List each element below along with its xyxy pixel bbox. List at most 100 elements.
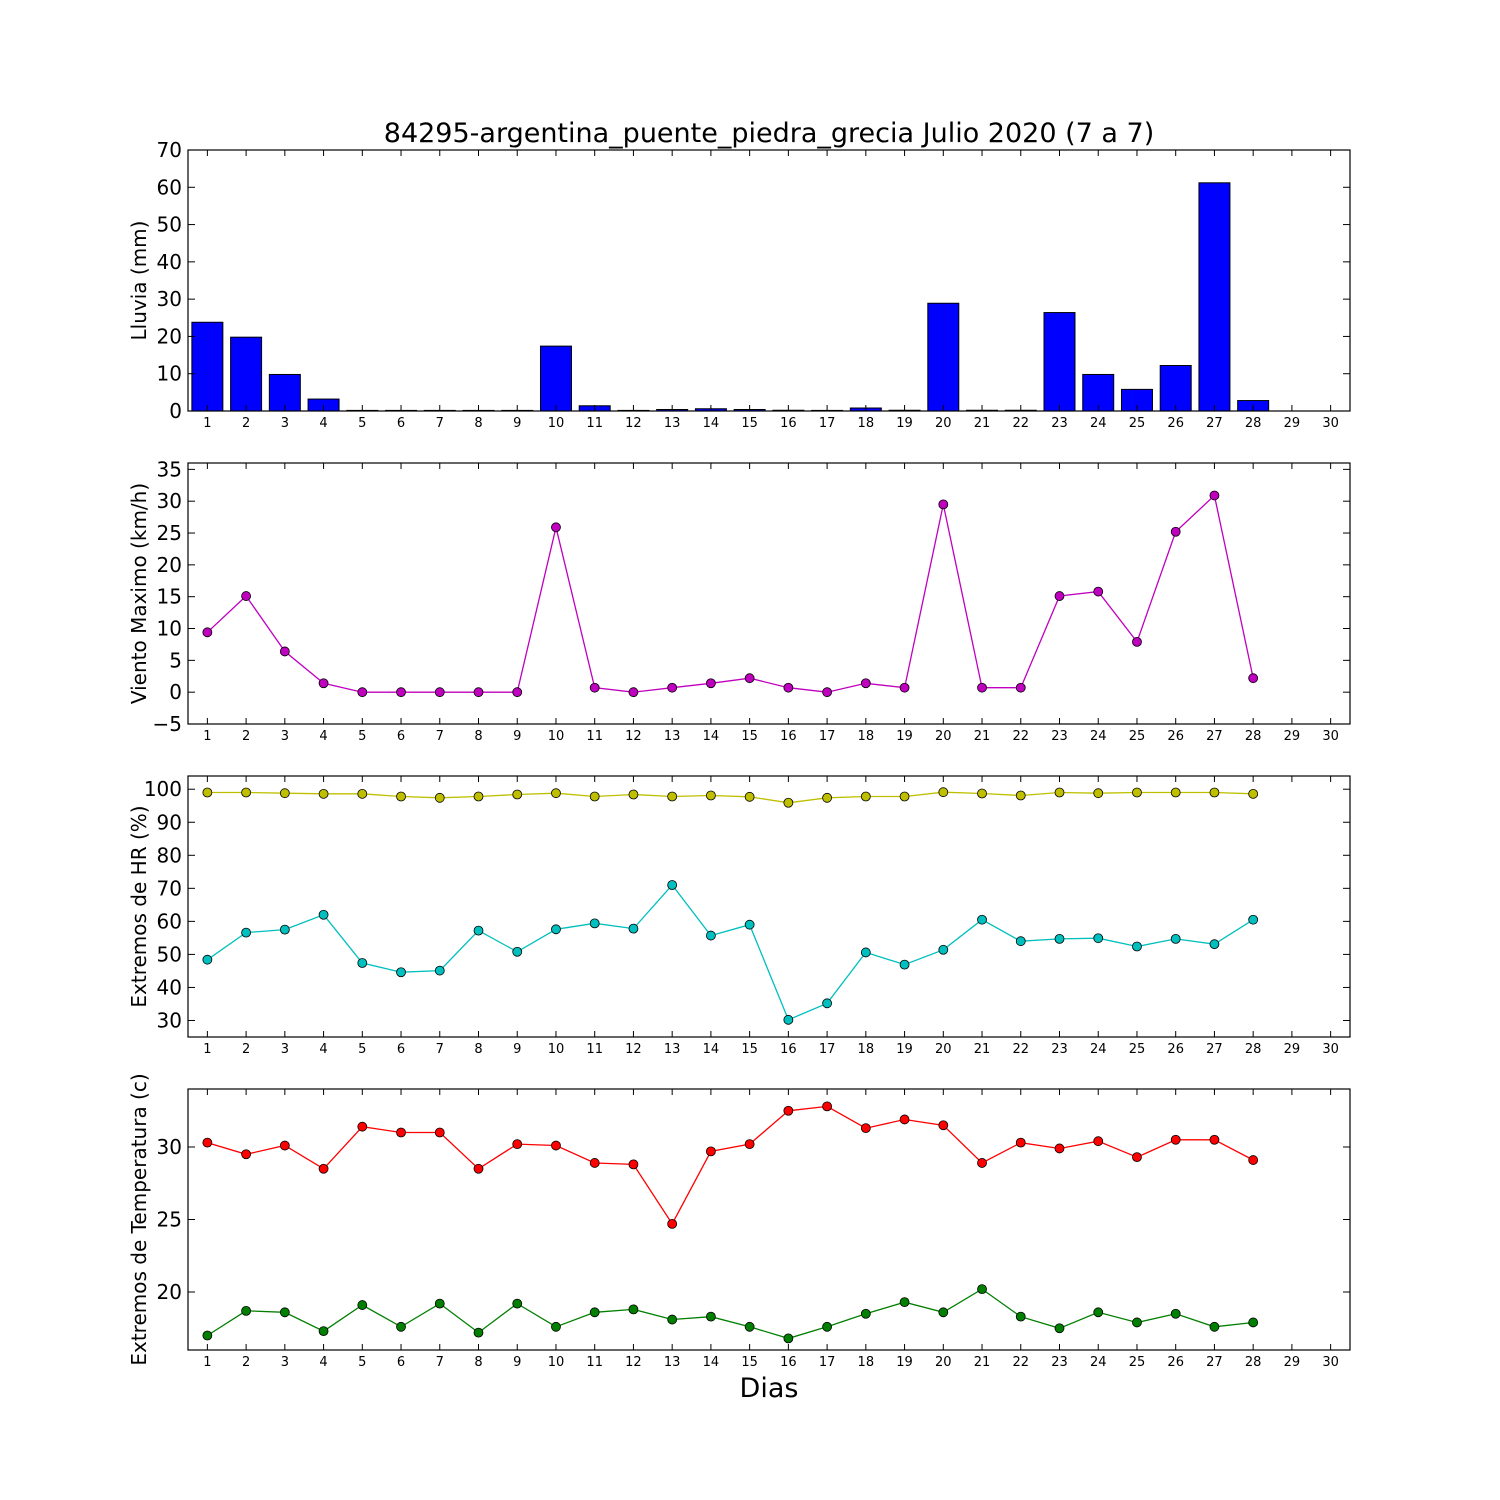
data-point <box>1248 1317 1259 1328</box>
data-point <box>667 682 678 693</box>
y-tick-label: 25 <box>157 1208 182 1232</box>
x-tick-label: 4 <box>319 416 327 431</box>
data-point <box>899 791 910 802</box>
data-point <box>706 1146 716 1157</box>
data-point <box>1015 1137 1026 1148</box>
data-point <box>279 788 290 799</box>
x-tick-label: 3 <box>281 1355 289 1370</box>
x-tick-label: 14 <box>703 1355 720 1370</box>
series-line-1 <box>207 791 1254 804</box>
y-tick-label: 20 <box>157 324 182 348</box>
y-tick-label: 15 <box>157 585 182 609</box>
x-tick-label: 8 <box>474 1042 482 1057</box>
data-point <box>1209 1321 1220 1332</box>
x-tick-label: 11 <box>586 729 603 744</box>
data-point <box>628 687 639 698</box>
x-tick-label: 3 <box>281 416 289 431</box>
data-point <box>512 687 523 698</box>
x-tick-label: 27 <box>1206 1042 1223 1057</box>
data-point <box>512 789 523 800</box>
data-point <box>1054 1323 1065 1334</box>
x-tick-label: 13 <box>664 1042 681 1057</box>
data-point <box>551 1140 561 1151</box>
x-tick-label: 18 <box>858 729 875 744</box>
x-tick-label: 24 <box>1090 1355 1107 1370</box>
data-point <box>783 1014 794 1025</box>
y-tick-label: 80 <box>157 843 182 867</box>
data-point <box>822 792 832 803</box>
x-tick-label: 5 <box>358 729 366 744</box>
data-point <box>1248 788 1259 799</box>
data-point <box>744 1321 755 1332</box>
data-point <box>357 1121 368 1132</box>
x-tick-label: 20 <box>935 1355 952 1370</box>
x-tick-label: 2 <box>242 1042 250 1057</box>
data-point <box>1248 914 1259 925</box>
x-tick-label: 17 <box>819 1042 836 1057</box>
x-tick-label: 24 <box>1090 729 1107 744</box>
data-point <box>357 958 368 968</box>
x-tick-label: 2 <box>242 1355 250 1370</box>
data-point <box>1054 591 1065 601</box>
x-tick-label: 27 <box>1206 416 1223 431</box>
y-tick-label: 100 <box>144 777 182 801</box>
data-point <box>1093 1307 1104 1318</box>
y-tick-label: −5 <box>153 712 182 736</box>
chart-panel-1: 1 2 3 4 5 6 7 8 9 10 11 12 13 14 15 16 17 18 19 20 21 22 23 24 2… <box>127 138 1351 431</box>
bar <box>191 321 224 412</box>
data-point <box>706 1311 716 1322</box>
data-point <box>241 927 252 938</box>
data-point <box>783 682 794 693</box>
bar <box>1082 373 1115 412</box>
data-point <box>938 787 949 798</box>
x-tick-label: 14 <box>703 729 720 744</box>
x-tick-label: 5 <box>358 416 366 431</box>
x-tick-label: 23 <box>1051 1042 1068 1057</box>
data-point <box>1054 933 1065 944</box>
x-tick-label: 9 <box>513 729 521 744</box>
bar <box>539 345 572 412</box>
y-tick-label: 0 <box>169 680 182 704</box>
x-tick-label: 23 <box>1051 1355 1068 1370</box>
data-point <box>744 919 755 930</box>
data-point <box>357 687 368 698</box>
data-point <box>473 1163 484 1174</box>
x-tick-label: 25 <box>1129 416 1146 431</box>
data-point <box>512 1298 523 1309</box>
x-tick-label: 23 <box>1051 729 1068 744</box>
y-tick-label: 60 <box>157 175 182 199</box>
x-tick-label: 21 <box>974 1042 991 1057</box>
data-point <box>628 1159 639 1170</box>
data-point <box>357 1300 368 1310</box>
data-point <box>1170 1308 1181 1319</box>
data-point <box>860 1123 871 1134</box>
x-tick-label: 26 <box>1167 1355 1184 1370</box>
x-tick-label: 18 <box>858 1355 875 1370</box>
x-tick-label: 13 <box>664 1355 681 1370</box>
x-tick-label: 3 <box>281 729 289 744</box>
y-tick-label: 25 <box>157 521 182 545</box>
data-point <box>473 925 484 936</box>
data-point <box>977 682 987 693</box>
x-tick-label: 14 <box>703 416 720 431</box>
x-tick-label: 10 <box>548 1355 565 1370</box>
y-axis-label: Extremos de Temperatura (c) <box>127 1073 151 1365</box>
data-point <box>822 687 832 698</box>
y-axis-label: Lluvia (mm) <box>127 221 151 341</box>
data-point <box>628 789 639 800</box>
data-point <box>1170 1134 1181 1145</box>
data-point <box>318 788 329 799</box>
series-line-1 <box>206 494 1254 693</box>
chart-panel-3: 1 2 3 4 5 6 7 8 9 10 11 12 13 14 15 16 17 18 19 20 21 22 23 24 2… <box>127 775 1351 1057</box>
data-point <box>1209 939 1220 950</box>
x-tick-label: 19 <box>896 416 913 431</box>
data-point <box>860 947 871 958</box>
x-tick-label: 18 <box>858 1042 875 1057</box>
data-point <box>473 791 484 802</box>
data-point <box>1132 636 1142 647</box>
data-point <box>202 1330 213 1341</box>
x-tick-label: 20 <box>935 729 952 744</box>
x-tick-label: 1 <box>203 1042 211 1057</box>
data-point <box>434 687 445 698</box>
